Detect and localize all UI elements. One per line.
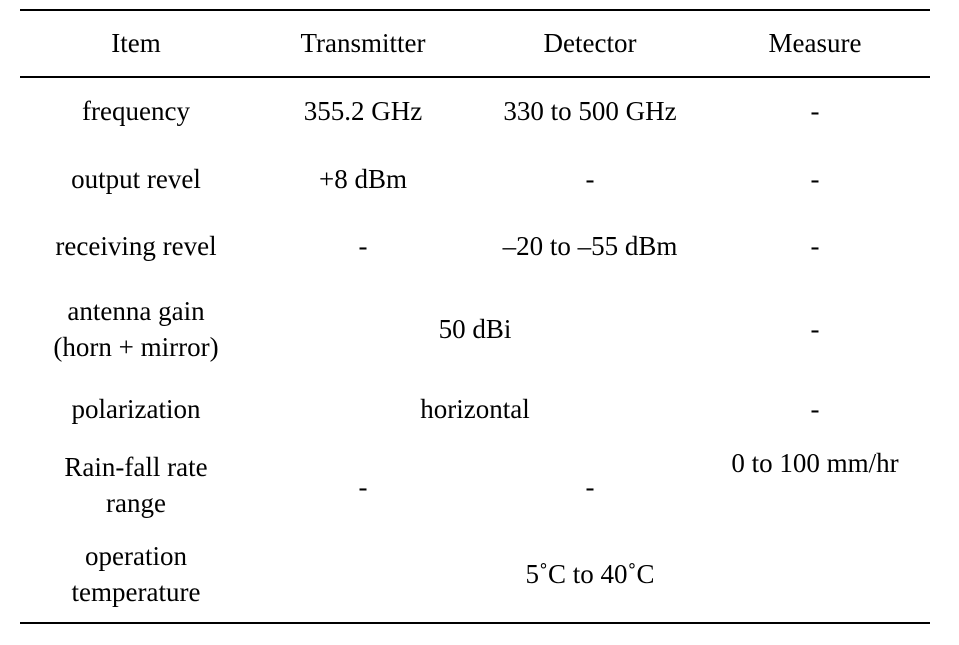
header-item: Item (111, 28, 161, 58)
row-receiving-revel-detector: –20 to –55 dBm (502, 231, 678, 261)
row-rain-fall-item-line2: range (106, 488, 166, 518)
row-receiving-revel-transmitter: - (358, 231, 368, 261)
row-receiving-revel-measure: - (810, 231, 820, 261)
row-receiving-revel-item: receiving revel (55, 231, 217, 261)
row-polarization-value: horizontal (420, 394, 530, 424)
row-frequency-item: frequency (82, 96, 190, 126)
row-operation-temperature-item-line2: temperature (71, 577, 201, 607)
header-transmitter: Transmitter (300, 28, 426, 58)
table-bottom-rule (20, 622, 930, 624)
row-output-revel-item: output revel (71, 164, 201, 194)
row-antenna-gain-item-line1: antenna gain (67, 296, 205, 326)
row-rain-fall-measure: 0 to 100 mm/hr (731, 448, 899, 478)
row-antenna-gain-item: antenna gain (horn + mirror) (53, 293, 218, 365)
row-frequency-measure: - (810, 96, 820, 126)
row-frequency-detector: 330 to 500 GHz (503, 96, 677, 126)
header-detector: Detector (543, 28, 637, 58)
table-top-rule (20, 9, 930, 11)
table-header-rule (20, 76, 930, 78)
row-frequency-transmitter: 355.2 GHz (303, 96, 423, 126)
row-polarization-item: polarization (71, 394, 201, 424)
row-output-revel-detector: - (585, 164, 595, 194)
row-rain-fall-item: Rain-fall rate range (64, 449, 207, 521)
row-rain-fall-item-line1: Rain-fall rate (64, 452, 208, 482)
row-antenna-gain-item-line2: (horn + mirror) (53, 332, 219, 362)
row-operation-temperature-value: 5˚C to 40˚C (525, 559, 655, 589)
row-antenna-gain-measure: - (810, 314, 820, 344)
row-polarization-measure: - (810, 394, 820, 424)
row-rain-fall-detector: - (585, 472, 595, 502)
header-measure: Measure (768, 28, 862, 58)
row-output-revel-measure: - (810, 164, 820, 194)
row-operation-temperature-item: operation temperature (72, 538, 201, 610)
row-operation-temperature-item-line1: operation (85, 541, 187, 571)
row-output-revel-transmitter: +8 dBm (319, 164, 407, 194)
row-antenna-gain-value: 50 dBi (438, 314, 512, 344)
spec-table: Item Transmitter Detector Measure freque… (20, 0, 930, 645)
row-rain-fall-transmitter: - (358, 472, 368, 502)
